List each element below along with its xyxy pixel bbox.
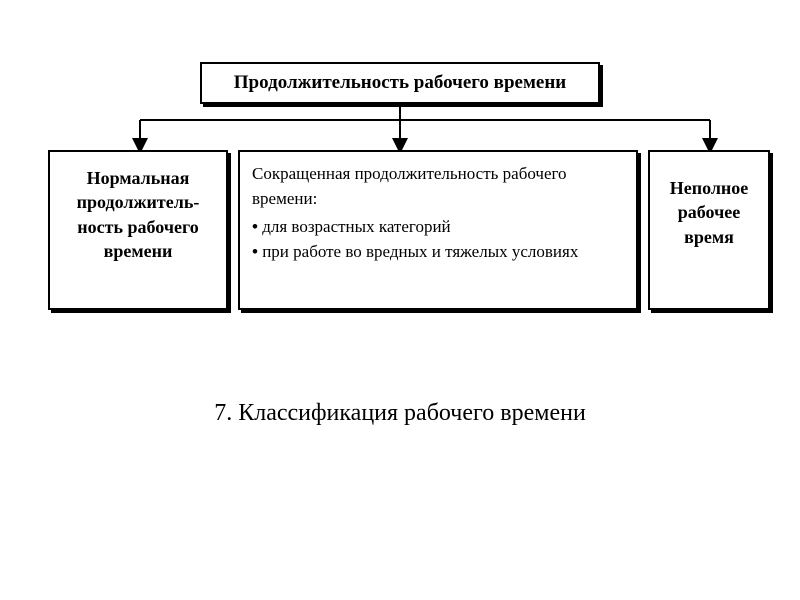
child-mid-bullet: при работе во вредных и тяжелых условиях — [252, 240, 624, 265]
diagram-canvas: Продолжительность рабочего времени Норма… — [0, 0, 800, 600]
root-node-label: Продолжительность рабочего времени — [202, 64, 598, 100]
child-right-label: Неполное рабочее время — [650, 152, 768, 255]
child-left-label: Нормальная продолжитель-ность рабочего в… — [50, 152, 226, 269]
child-mid-bullets: для возрастных категорий при работе во в… — [252, 215, 624, 264]
child-mid-bullet: для возрастных категорий — [252, 215, 624, 240]
child-node-right: Неполное рабочее время — [648, 150, 770, 310]
root-node: Продолжительность рабочего времени — [200, 62, 600, 104]
child-node-mid: Сокращенная продолжительность рабочего в… — [238, 150, 638, 310]
child-node-left: Нормальная продолжитель-ность рабочего в… — [48, 150, 228, 310]
child-mid-lead: Сокращенная продолжительность рабочего в… — [252, 162, 624, 211]
figure-caption: 7. Классификация рабочего времени — [0, 400, 800, 427]
